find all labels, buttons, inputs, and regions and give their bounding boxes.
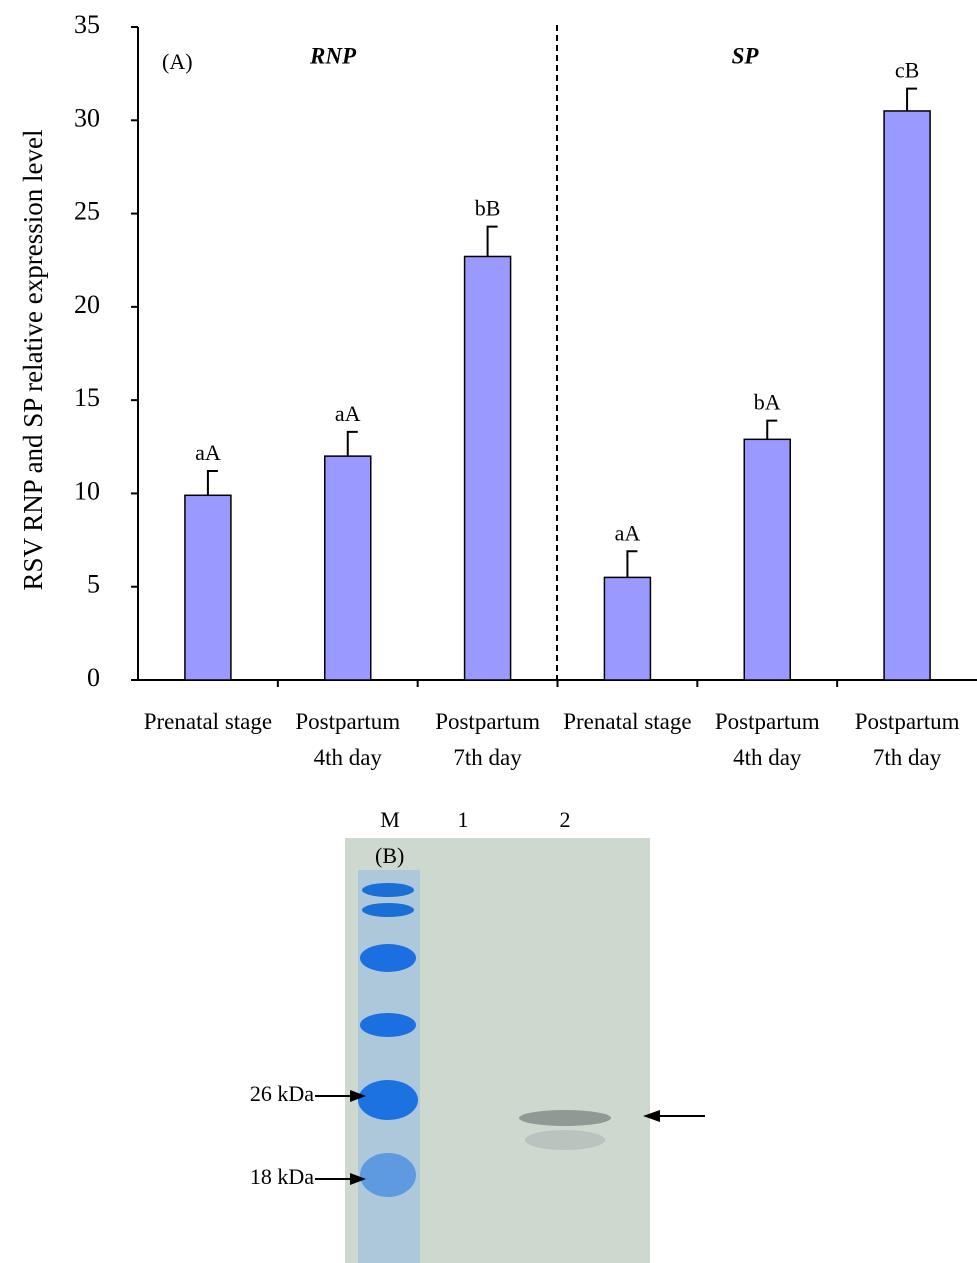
bar [185, 495, 231, 680]
bar [465, 256, 511, 680]
error-bar [907, 89, 917, 111]
error-bar [488, 227, 498, 257]
error-bar [627, 551, 637, 577]
y-tick-label: 10 [74, 476, 100, 505]
panel-label: (A) [162, 49, 193, 74]
bar [884, 111, 930, 680]
x-tick-label: Postpartum 4th day [699, 704, 835, 776]
significance-label: aA [335, 401, 361, 426]
lane-label: 2 [560, 807, 571, 832]
x-tick-label: Prenatal stage [559, 704, 695, 740]
y-axis-label: RSV RNP and SP relative expression level [18, 130, 48, 591]
chart: RSV RNP and SP relative expression level… [0, 0, 977, 1263]
significance-label: bB [475, 196, 501, 221]
x-tick-label: Postpartum 7th day [839, 704, 975, 776]
significance-label: bA [754, 390, 781, 415]
bar [325, 456, 371, 680]
y-tick-label: 15 [74, 383, 100, 412]
x-tick-label: Postpartum 4th day [280, 704, 416, 776]
marker-label: 26 kDa [250, 1081, 314, 1106]
error-bar [208, 471, 218, 495]
error-bar [348, 432, 358, 456]
group-label: RNP [309, 43, 357, 68]
y-tick-label: 0 [87, 663, 100, 692]
y-tick-label: 5 [87, 570, 100, 599]
y-tick-label: 25 [74, 197, 100, 226]
significance-label: aA [195, 440, 221, 465]
gel-image [315, 838, 705, 1263]
page: RSV RNP and SP relative expression level… [0, 0, 977, 1263]
y-tick-label: 30 [74, 103, 100, 132]
significance-label: aA [615, 520, 641, 545]
lane-label: M [380, 807, 400, 832]
y-tick-label: 35 [74, 10, 100, 39]
group-label: SP [732, 43, 760, 68]
x-tick-label: Postpartum 7th day [420, 704, 556, 776]
error-bar [767, 421, 777, 440]
marker-label: 18 kDa [250, 1164, 314, 1189]
bar [744, 439, 790, 680]
x-tick-label: Prenatal stage [140, 704, 276, 740]
gel-panel-label: (B) [375, 843, 404, 868]
bar [604, 577, 650, 680]
significance-label: cB [895, 58, 919, 83]
y-tick-label: 20 [74, 290, 100, 319]
lane-label: 1 [458, 807, 469, 832]
